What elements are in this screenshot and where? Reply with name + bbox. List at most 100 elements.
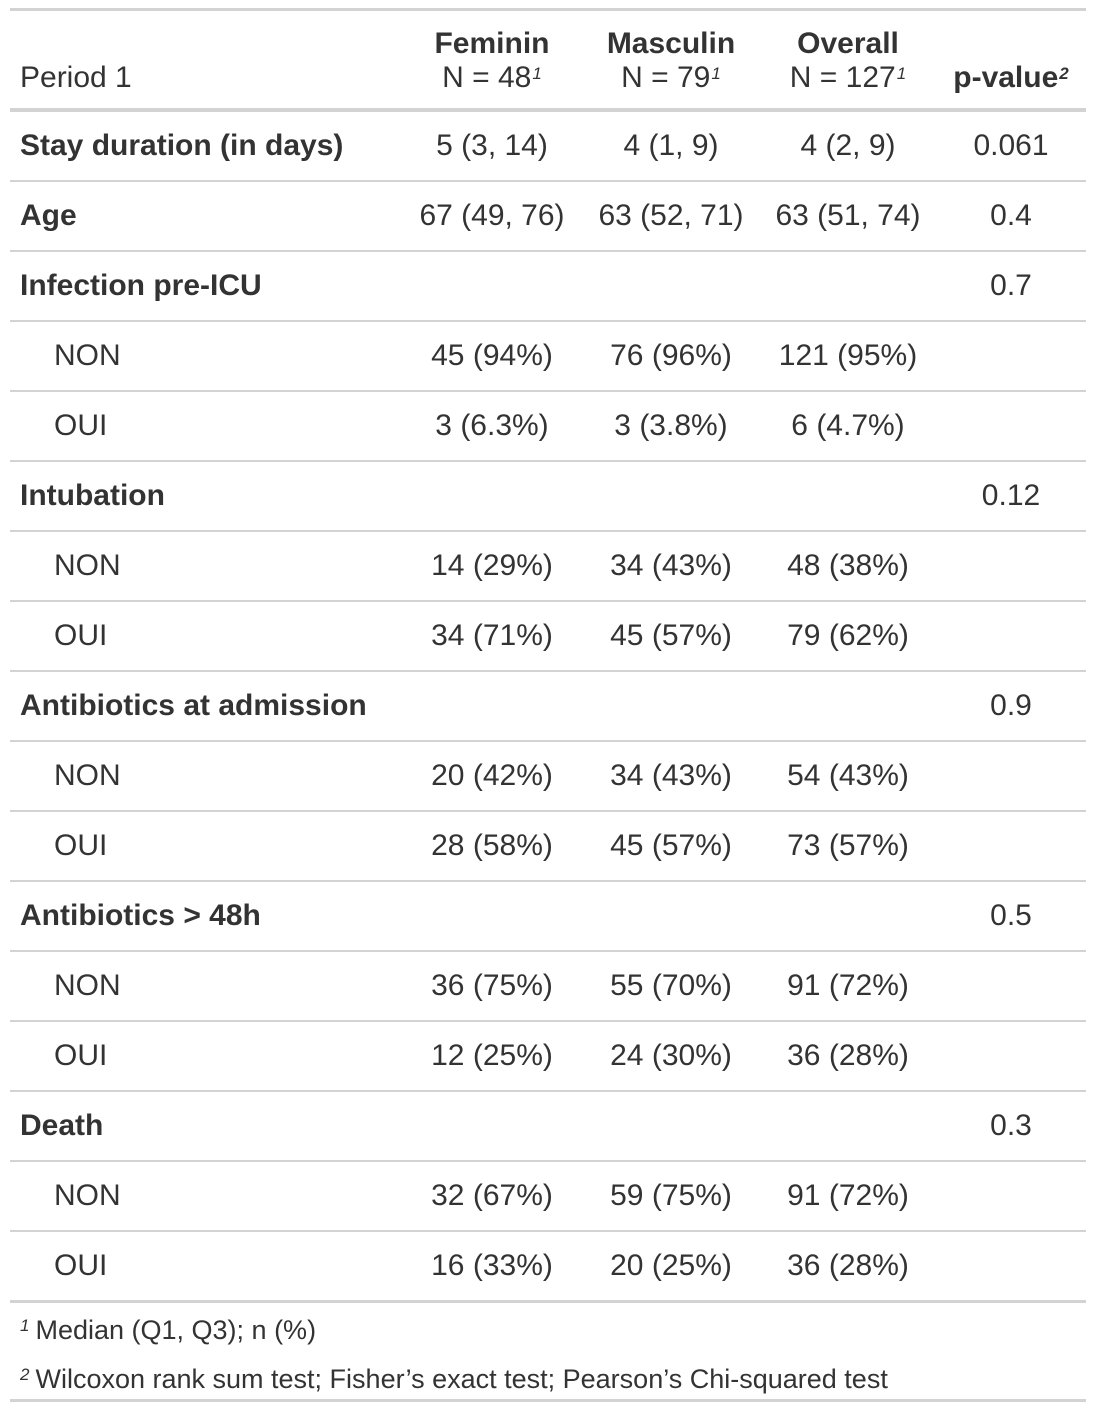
cell-pvalue: 0.4 [990,199,1032,232]
cell-overall: 91 (72%) [787,1179,909,1212]
row-label: NON [54,759,121,792]
column-n-wrap: N = 1271 [762,61,934,95]
column-n-wrap: N = 791 [586,61,756,95]
row-label: OUI [54,1249,108,1282]
cell-pvalue [936,952,1086,1020]
cell-overall [762,252,934,320]
footnote-mark: 1 [532,64,542,83]
cell-feminin: 28 (58%) [431,829,553,862]
column-n-wrap: N = 481 [406,61,578,95]
table-row: NON 36 (75%) 55 (70%) 91 (72%) [10,952,1086,1022]
cell-masculin [586,252,756,320]
cell-pvalue [936,1232,1086,1300]
footnote-text: Wilcoxon rank sum test; Fisher’s exact t… [35,1364,888,1394]
cell-overall: 73 (57%) [787,829,909,862]
table-row: Age 67 (49, 76) 63 (52, 71) 63 (51, 74) … [10,182,1086,252]
cell-feminin: 12 (25%) [431,1039,553,1072]
table-row: NON 32 (67%) 59 (75%) 91 (72%) [10,1162,1086,1232]
cell-feminin [406,462,578,530]
table-end-rule [10,1399,1086,1402]
footnote-mark: 2 [1059,64,1069,83]
cell-feminin: 14 (29%) [431,549,553,582]
column-header-overall: Overall N = 1271 [762,11,934,108]
cell-pvalue [936,322,1086,390]
cell-feminin [406,672,578,740]
cell-feminin: 20 (42%) [431,759,553,792]
row-label: Age [20,199,77,232]
table-row: NON 14 (29%) 34 (43%) 48 (38%) [10,532,1086,602]
cell-pvalue: 0.5 [990,899,1032,932]
table-row: OUI 34 (71%) 45 (57%) 79 (62%) [10,602,1086,672]
cell-masculin [586,462,756,530]
column-header-feminin: Feminin N = 481 [406,11,578,108]
cell-overall: 91 (72%) [787,969,909,1002]
cell-masculin: 45 (57%) [610,829,732,862]
cell-masculin: 55 (70%) [610,969,732,1002]
cell-masculin: 3 (3.8%) [614,409,728,442]
cell-pvalue [936,742,1086,810]
row-label: Antibiotics at admission [20,689,367,722]
body-bottom-rule [10,1300,1086,1303]
footnote-mark: 2 [20,1365,30,1384]
cell-overall: 36 (28%) [787,1039,909,1072]
cell-overall [762,882,934,950]
table-row: Death 0.3 [10,1092,1086,1162]
table-row: Antibiotics at admission 0.9 [10,672,1086,742]
cell-pvalue: 0.7 [990,269,1032,302]
cell-masculin: 34 (43%) [610,759,732,792]
footnote-mark: 1 [896,64,907,83]
table-row: Infection pre-ICU 0.7 [10,252,1086,322]
table-row: Antibiotics > 48h 0.5 [10,882,1086,952]
row-label: OUI [54,619,108,652]
cell-pvalue [936,532,1086,600]
cell-overall: 36 (28%) [787,1249,909,1282]
column-name: Masculin [606,27,736,60]
cell-overall: 63 (51, 74) [775,199,921,232]
cell-overall: 6 (4.7%) [791,409,905,442]
table-row: OUI 16 (33%) 20 (25%) 36 (28%) [10,1232,1086,1300]
period-label: Period 1 [20,61,132,94]
column-n: N = 127 [789,61,896,94]
cell-overall: 4 (2, 9) [800,129,896,162]
row-label: Infection pre-ICU [20,269,262,302]
table-row: Intubation 0.12 [10,462,1086,532]
cell-feminin: 67 (49, 76) [419,199,565,232]
row-label: OUI [54,409,108,442]
cell-masculin: 4 (1, 9) [623,129,719,162]
cell-pvalue [936,392,1086,460]
cell-feminin [406,1092,578,1160]
cell-feminin [406,252,578,320]
table-row: OUI 28 (58%) 45 (57%) 73 (57%) [10,812,1086,882]
row-label: Antibiotics > 48h [20,899,261,932]
cell-pvalue [936,1022,1086,1090]
cell-feminin: 3 (6.3%) [435,409,549,442]
cell-masculin [586,1092,756,1160]
cell-overall: 48 (38%) [787,549,909,582]
cell-overall [762,462,934,530]
table-row: NON 20 (42%) 34 (43%) 54 (43%) [10,742,1086,812]
row-label: Stay duration (in days) [20,129,344,162]
footnote-mark: 1 [20,1316,30,1335]
cell-pvalue [936,602,1086,670]
footnote: 2 Wilcoxon rank sum test; Fisher’s exact … [20,1364,888,1394]
cell-overall: 121 (95%) [778,339,918,372]
row-label: NON [54,1179,121,1212]
cell-masculin: 63 (52, 71) [598,199,744,232]
cell-masculin: 45 (57%) [610,619,732,652]
cell-feminin: 32 (67%) [431,1179,553,1212]
cell-overall [762,672,934,740]
cell-overall: 54 (43%) [787,759,909,792]
footnote: 1 Median (Q1, Q3); n (%) [20,1315,316,1345]
cell-pvalue: 0.3 [990,1109,1032,1142]
cell-feminin [406,882,578,950]
cell-pvalue: 0.9 [990,689,1032,722]
table-top-rule [10,8,1086,11]
cell-pvalue: 0.12 [981,479,1041,512]
row-label: OUI [54,829,108,862]
row-label: NON [54,339,121,372]
cell-feminin: 5 (3, 14) [436,129,548,162]
cell-masculin: 20 (25%) [610,1249,732,1282]
row-label: Intubation [20,479,165,512]
cell-pvalue [936,1162,1086,1230]
summary-table: Period 1 Feminin N = 481 Masculin N = 79… [10,8,1086,1402]
